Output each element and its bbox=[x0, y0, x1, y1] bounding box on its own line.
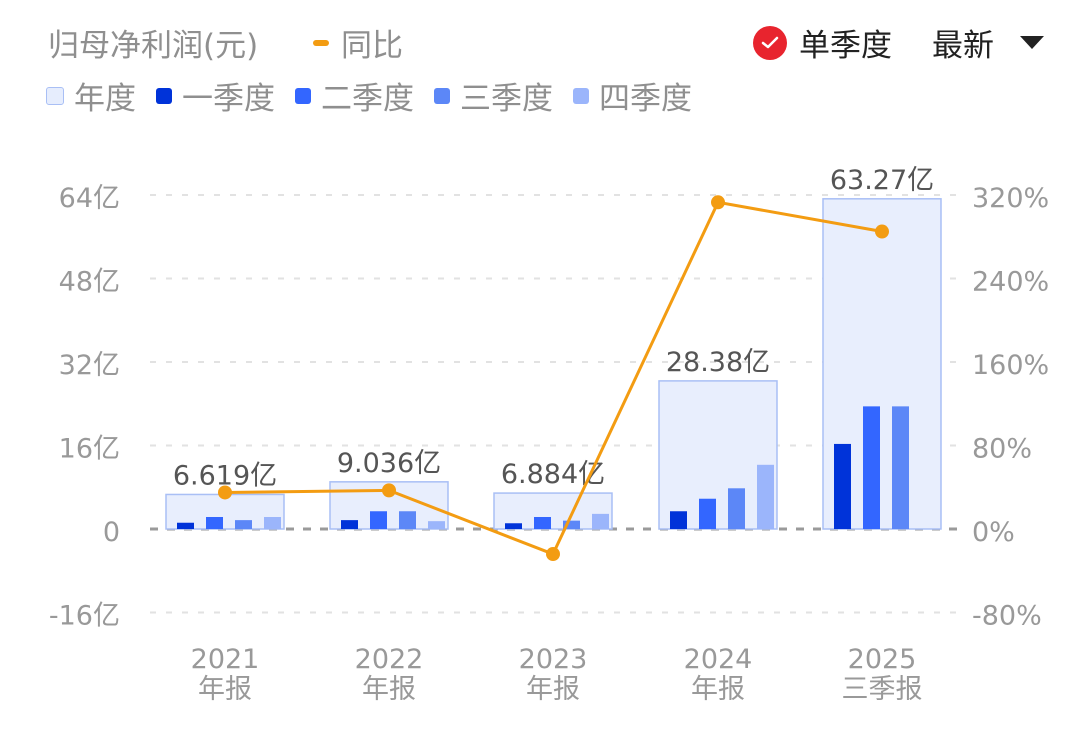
x-axis-label: 年报 bbox=[198, 674, 252, 705]
series-legend: 年度 一季度 二季度 三季度 四季度 bbox=[46, 73, 712, 118]
yoy-point bbox=[546, 547, 560, 562]
quarter-bar bbox=[341, 520, 358, 529]
legend-item[interactable]: 二季度 bbox=[295, 73, 414, 118]
annual-value-label: 6.619亿 bbox=[173, 460, 277, 491]
legend-item[interactable]: 年度 bbox=[46, 73, 136, 118]
left-axis-tick: -16亿 bbox=[49, 601, 120, 632]
annual-bar bbox=[658, 380, 778, 530]
single-quarter-label[interactable]: 单季度 bbox=[799, 28, 892, 64]
right-axis-tick: 240% bbox=[972, 267, 1049, 298]
quarter-bar bbox=[177, 522, 194, 529]
legend-label: 年度 bbox=[74, 81, 136, 117]
quarter-bar bbox=[670, 511, 687, 529]
single-quarter-checkbox[interactable] bbox=[753, 25, 787, 60]
checkmark-icon bbox=[761, 36, 779, 48]
annual-bar bbox=[822, 198, 942, 530]
quarter-bar bbox=[728, 488, 745, 529]
legend-swatch-icon bbox=[573, 87, 589, 104]
legend-swatch-icon bbox=[156, 87, 172, 104]
left-axis-tick: 64亿 bbox=[59, 183, 120, 214]
right-axis-tick: 0% bbox=[972, 517, 1015, 548]
annual-bar bbox=[329, 481, 449, 530]
legend-item[interactable]: 三季度 bbox=[434, 73, 553, 118]
left-axis-tick: 0 bbox=[103, 517, 120, 548]
legend-swatch-icon bbox=[434, 87, 450, 104]
quarter-bar bbox=[235, 520, 252, 529]
x-axis-label: 2023 bbox=[519, 644, 588, 675]
legend-label: 四季度 bbox=[599, 81, 692, 117]
right-axis-tick: 160% bbox=[972, 350, 1049, 381]
legend-label: 三季度 bbox=[460, 81, 553, 117]
quarter-bar bbox=[699, 498, 716, 529]
quarter-bar bbox=[399, 511, 416, 529]
annual-value-label: 63.27亿 bbox=[830, 165, 934, 196]
x-axis-label: 三季报 bbox=[842, 674, 923, 705]
legend-swatch-icon bbox=[46, 86, 64, 105]
left-axis-tick: 16亿 bbox=[59, 434, 120, 465]
chart-controls: 单季度 最新 bbox=[753, 20, 1044, 65]
annual-bar bbox=[165, 493, 285, 530]
quarter-bar bbox=[264, 516, 281, 529]
quarter-bar bbox=[592, 513, 609, 529]
quarter-bar bbox=[757, 464, 774, 529]
yoy-point bbox=[875, 224, 889, 239]
sort-dropdown-label[interactable]: 最新 bbox=[932, 28, 994, 64]
quarter-bar bbox=[892, 406, 909, 529]
yoy-legend-label: 同比 bbox=[341, 28, 403, 64]
x-axis-label: 年报 bbox=[526, 674, 580, 705]
legend-item[interactable]: 四季度 bbox=[573, 73, 692, 118]
chart-title: 归母净利润(元) bbox=[48, 28, 259, 64]
quarter-bar bbox=[563, 520, 580, 529]
quarter-bar bbox=[206, 516, 223, 529]
annual-value-label: 6.884亿 bbox=[501, 459, 605, 490]
x-axis-label: 2021 bbox=[191, 644, 260, 675]
legend-item[interactable]: 一季度 bbox=[156, 73, 275, 118]
quarter-bar bbox=[428, 521, 445, 529]
quarter-bar bbox=[534, 516, 551, 529]
x-axis-label: 2025 bbox=[848, 644, 917, 675]
legend-label: 二季度 bbox=[321, 81, 414, 117]
quarter-bar bbox=[834, 443, 851, 529]
yoy-legend: 同比 bbox=[313, 20, 403, 65]
x-axis-label: 年报 bbox=[691, 674, 745, 705]
x-axis-label: 2024 bbox=[684, 644, 753, 675]
annual-bar bbox=[493, 492, 613, 530]
left-axis-tick: 32亿 bbox=[59, 350, 120, 381]
yoy-line bbox=[224, 200, 883, 556]
quarter-bar bbox=[863, 406, 880, 529]
x-axis-label: 年报 bbox=[362, 674, 416, 705]
quarter-bar bbox=[370, 511, 387, 529]
yoy-line-swatch-icon bbox=[313, 39, 329, 46]
legend-swatch-icon bbox=[295, 87, 311, 104]
dropdown-caret-icon[interactable] bbox=[1020, 36, 1044, 49]
yoy-point bbox=[711, 195, 725, 210]
right-axis-tick: -80% bbox=[972, 601, 1042, 632]
annual-value-label: 9.036亿 bbox=[337, 448, 441, 479]
quarter-bar bbox=[505, 523, 522, 529]
annual-value-label: 28.38亿 bbox=[666, 347, 770, 378]
legend-label: 一季度 bbox=[182, 81, 275, 117]
right-axis-tick: 320% bbox=[972, 183, 1049, 214]
right-axis-tick: 80% bbox=[972, 434, 1032, 465]
x-axis-label: 2022 bbox=[355, 644, 424, 675]
yoy-point bbox=[382, 483, 396, 498]
left-axis-tick: 48亿 bbox=[59, 267, 120, 298]
yoy-point bbox=[218, 485, 232, 500]
